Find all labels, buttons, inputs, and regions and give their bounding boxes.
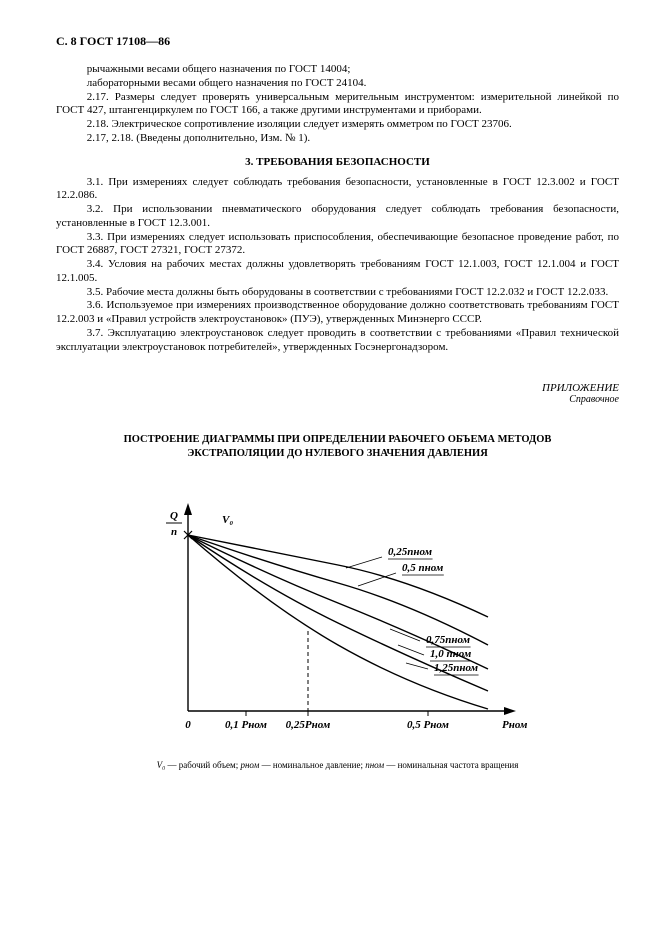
caption-v0-text: — рабочий объем; bbox=[165, 760, 240, 770]
para: 2.18. Электрическое сопротивление изоляц… bbox=[56, 118, 619, 132]
caption-n-text: — номинальная частота вращения bbox=[384, 760, 518, 770]
para: 3.1. При измерениях следует соблюдать тр… bbox=[56, 176, 619, 204]
appendix-label: ПРИЛОЖЕНИЕ bbox=[56, 382, 619, 394]
page-header: С. 8 ГОСТ 17108—86 bbox=[56, 34, 619, 49]
chart-title: ПОСТРОЕНИЕ ДИАГРАММЫ ПРИ ОПРЕДЕЛЕНИИ РАБ… bbox=[56, 433, 619, 460]
para: 3.2. При использовании пневматического о… bbox=[56, 203, 619, 231]
svg-text:1,0 пном: 1,0 пном bbox=[430, 648, 472, 660]
svg-text:0,25Pном: 0,25Pном bbox=[285, 719, 330, 731]
para: 3.5. Рабочие места должны быть оборудова… bbox=[56, 286, 619, 300]
svg-text:n: n bbox=[170, 526, 176, 538]
svg-text:V₀: V₀ bbox=[222, 514, 233, 526]
svg-text:0,5 Pном: 0,5 Pном bbox=[407, 719, 449, 731]
svg-text:0,75пном: 0,75пном bbox=[426, 634, 471, 646]
section-3-body: 3.1. При измерениях следует соблюдать тр… bbox=[56, 176, 619, 355]
para: рычажными весами общего назначения по ГО… bbox=[56, 63, 619, 77]
page-header-text: С. 8 ГОСТ 17108—86 bbox=[56, 34, 170, 48]
svg-text:0: 0 bbox=[185, 719, 191, 731]
appendix-sublabel: Справочное bbox=[56, 394, 619, 405]
para: 2.17, 2.18. (Введены дополнительно, Изм.… bbox=[56, 132, 619, 146]
para: 3.7. Эксплуатацию электроустановок следу… bbox=[56, 327, 619, 355]
section-3-title: 3. ТРЕБОВАНИЯ БЕЗОПАСНОСТИ bbox=[56, 156, 619, 168]
svg-text:Q: Q bbox=[170, 510, 178, 522]
caption-n-sym: nном bbox=[365, 760, 384, 770]
appendix-block: ПРИЛОЖЕНИЕ Справочное bbox=[56, 382, 619, 405]
chart-title-line2: ЭКСТРАПОЛЯЦИИ ДО НУЛЕВОГО ЗНАЧЕНИЯ ДАВЛЕ… bbox=[187, 448, 488, 459]
chart-container: Qn V₀ 0 0,1 Pном 0,25Pном 0,5 Pном Pном 0,25пно… bbox=[56, 471, 619, 756]
para: 3.3. При измерениях следует использовать… bbox=[56, 231, 619, 259]
svg-text:Pном: Pном bbox=[502, 719, 528, 731]
caption-v0-sym: V₀ bbox=[157, 760, 166, 770]
para: 3.4. Условия на рабочих местах должны уд… bbox=[56, 258, 619, 286]
svg-text:0,25пном: 0,25пном bbox=[388, 546, 433, 558]
caption-p-text: — номинальное давление; bbox=[259, 760, 365, 770]
svg-text:0,5 пном: 0,5 пном bbox=[402, 562, 444, 574]
caption-p-sym: pном bbox=[240, 760, 259, 770]
top-paragraphs: рычажными весами общего назначения по ГО… bbox=[56, 63, 619, 146]
svg-text:0,1 Pном: 0,1 Pном bbox=[225, 719, 267, 731]
para: 2.17. Размеры следует проверять универса… bbox=[56, 91, 619, 119]
chart-caption: V₀ — рабочий объем; pном — номинальное д… bbox=[56, 760, 619, 770]
para: лабораторными весами общего назначения п… bbox=[56, 77, 619, 91]
chart-title-line1: ПОСТРОЕНИЕ ДИАГРАММЫ ПРИ ОПРЕДЕЛЕНИИ РАБ… bbox=[124, 434, 552, 445]
chart-diagram: Qn V₀ 0 0,1 Pном 0,25Pном 0,5 Pном Pном 0,25пно… bbox=[128, 471, 548, 751]
svg-text:1,25пном: 1,25пном bbox=[434, 662, 479, 674]
para: 3.6. Используемое при измерениях произво… bbox=[56, 299, 619, 327]
